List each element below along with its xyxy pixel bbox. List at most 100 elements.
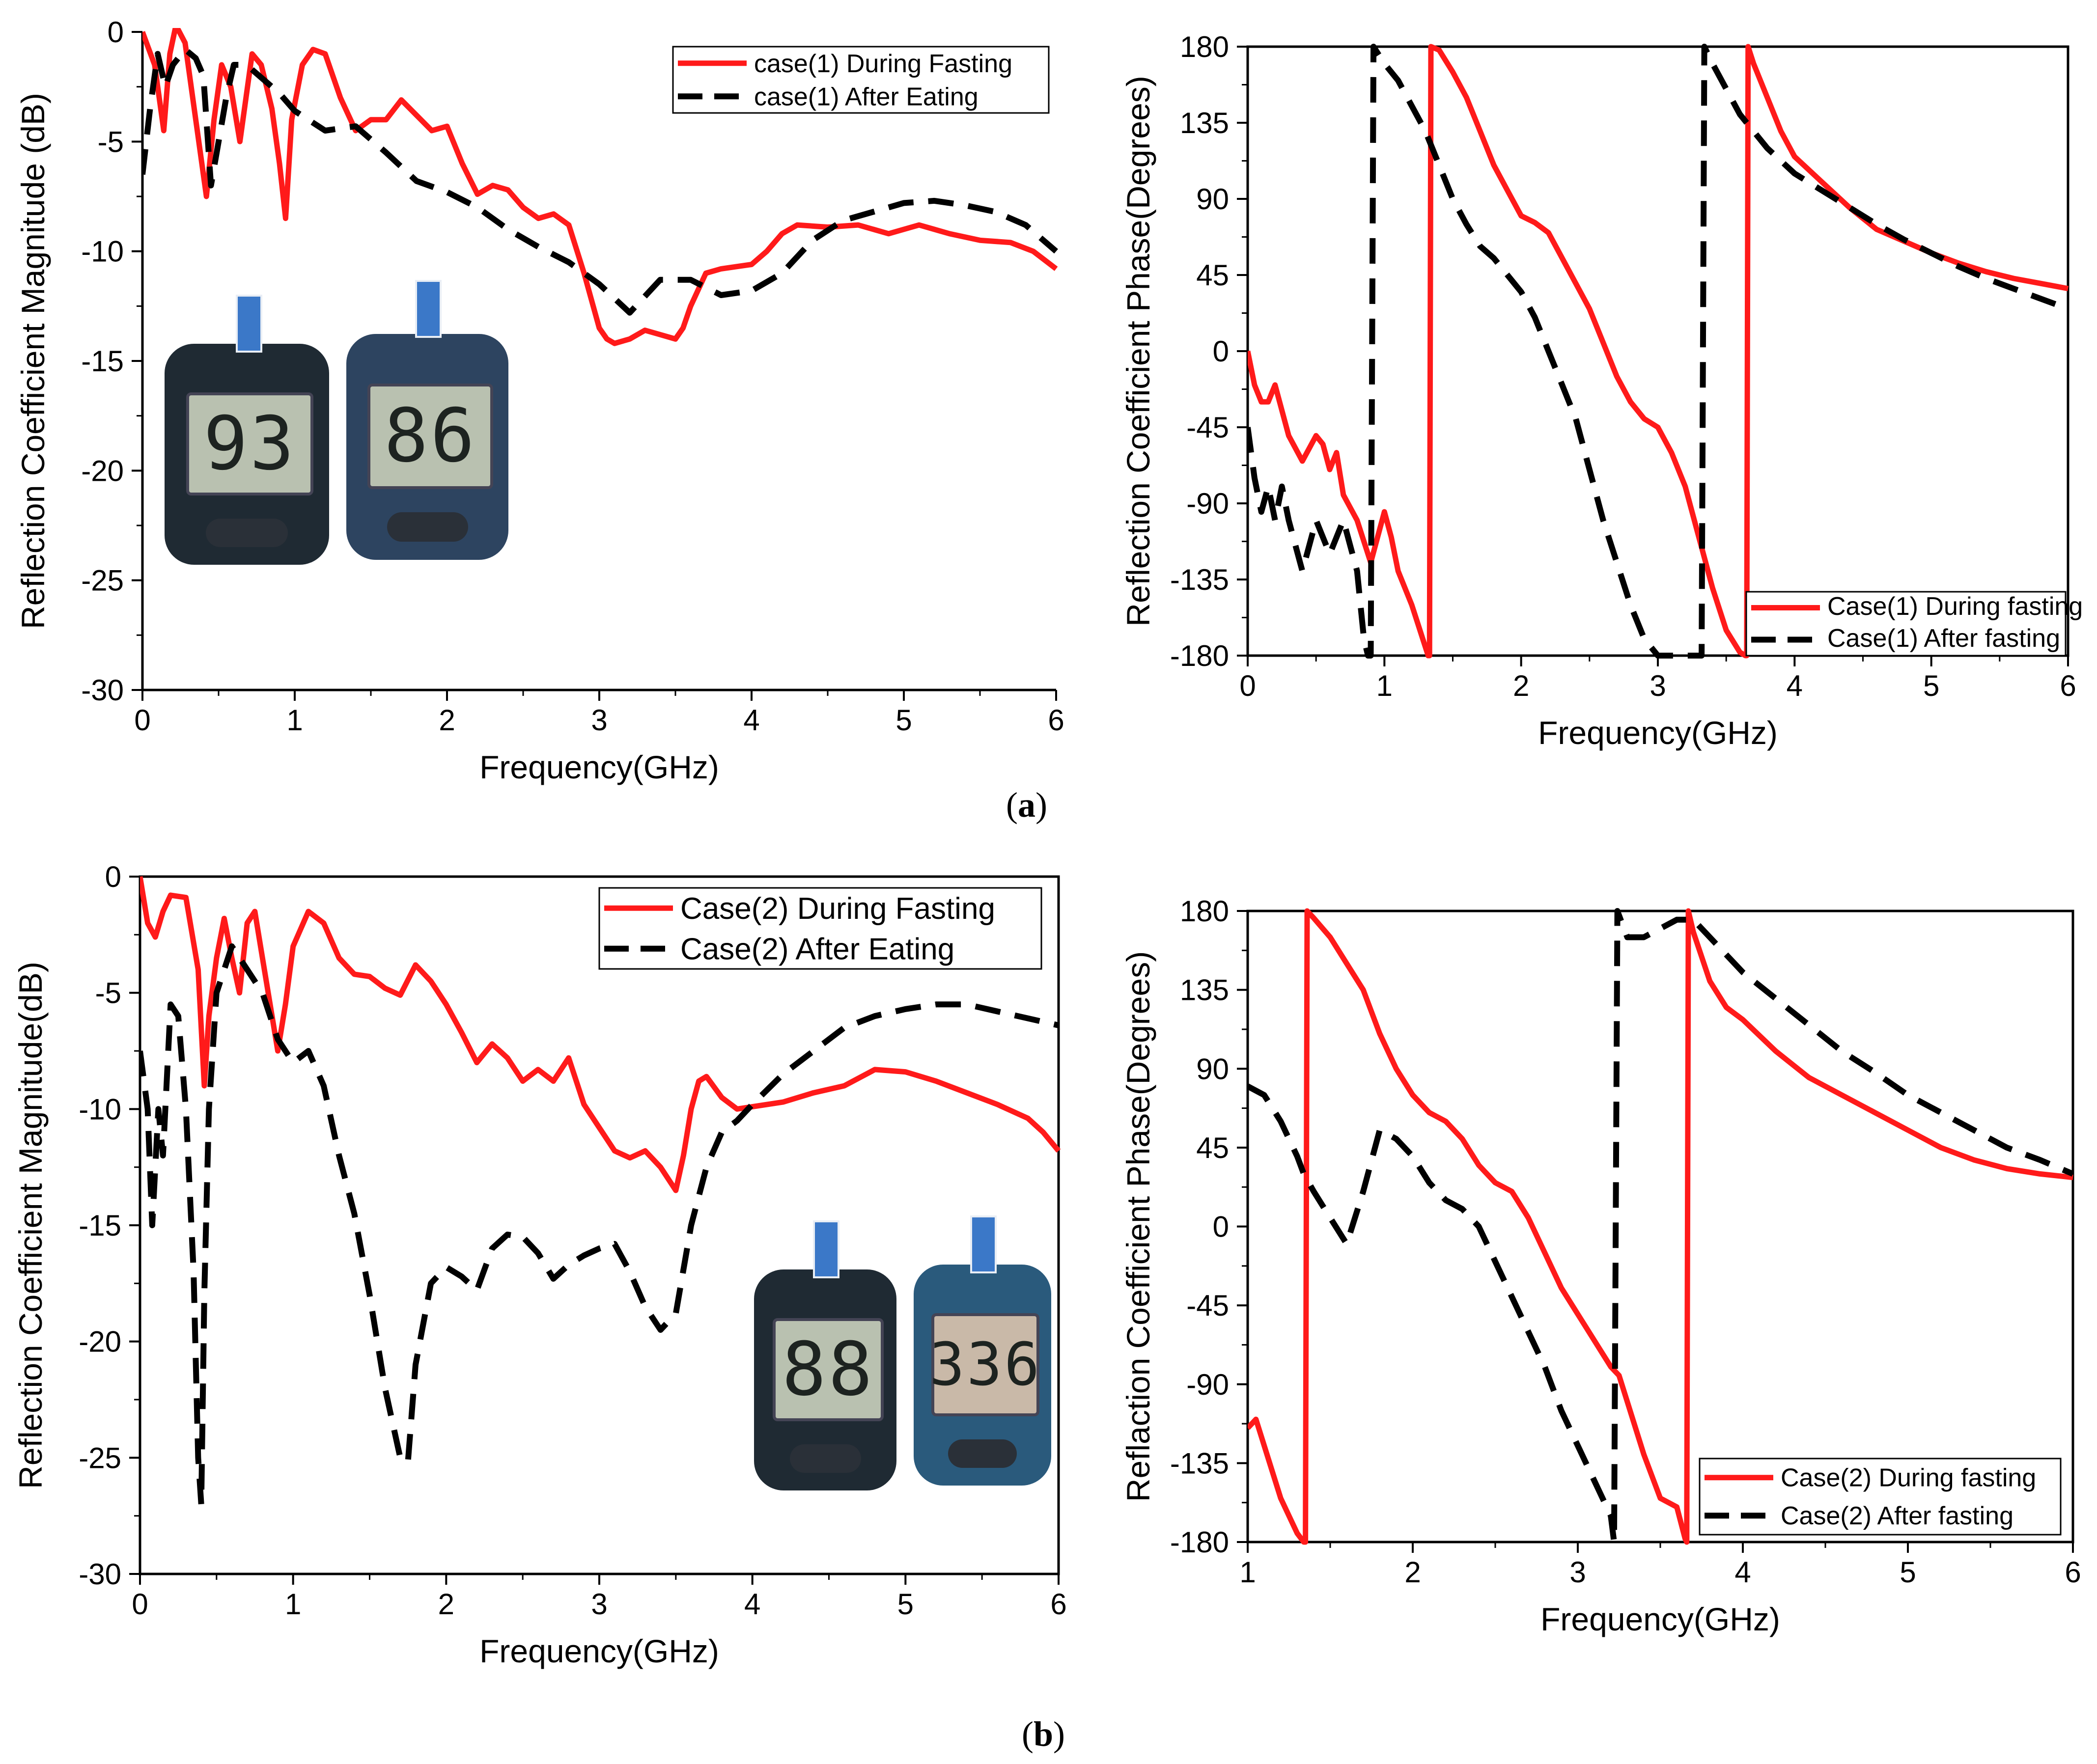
y-tick-label: -30	[79, 1558, 121, 1591]
y-axis-title: Reflection Coefficient Magnitude(dB)	[12, 962, 49, 1489]
y-tick-label: 90	[1196, 183, 1229, 216]
test-strip	[813, 1220, 839, 1278]
y-tick-label: -45	[1186, 411, 1229, 444]
y-tick-label: -25	[79, 1441, 121, 1474]
legend-label: Case(2) During fasting	[1781, 1463, 2036, 1492]
chart-a-mag: 0 1 2 3 4 5 6 0 -5 -10 -15 -20 -25 -30 Frequency(GHz) R…	[15, 16, 1064, 785]
legend-label: Case(1) After fasting	[1827, 624, 2060, 653]
series-line-2	[142, 46, 1058, 316]
x-tick-label: 4	[1787, 669, 1803, 702]
x-axis-title: Frequency(GHz)	[1538, 715, 1778, 751]
legend-label: Case(2) After fasting	[1781, 1502, 2013, 1530]
caption-a: (a)	[1006, 785, 1047, 825]
glucose-meter-a-right: 86	[346, 280, 508, 560]
x-tick-label: 5	[895, 704, 912, 737]
meter-buttons	[387, 512, 468, 542]
x-tick-label: 1	[1376, 669, 1393, 702]
legend-label: Case(1) During fasting	[1827, 592, 2083, 621]
legend-box	[672, 46, 1050, 114]
y-tick-label: -20	[79, 1325, 121, 1358]
legend-box	[1745, 591, 2067, 657]
x-axis-title: Frequency(GHz)	[479, 1633, 719, 1669]
y-tick-label: -90	[1186, 487, 1229, 520]
x-tick-label: 6	[1048, 704, 1064, 737]
x-axis-title: Frequency(GHz)	[1540, 1601, 1780, 1637]
chart-b-phase: 1 2 3 4 5 618013590450-45-90-135-180Frequency…	[1120, 895, 2081, 1637]
meter-reading: 93	[203, 401, 296, 487]
y-tick-label: -5	[98, 125, 124, 158]
x-tick-label: 2	[1513, 669, 1529, 702]
y-tick-label: -180	[1170, 1526, 1229, 1559]
meter-screen: 88	[772, 1318, 884, 1421]
x-tick-label: 3	[1569, 1556, 1586, 1589]
y-tick-label: 90	[1196, 1052, 1229, 1085]
series-line-2	[1248, 44, 2069, 659]
y-tick-label: 45	[1196, 1131, 1229, 1164]
x-tick-label: 0	[1239, 669, 1256, 702]
x-tick-label: 6	[2065, 1556, 2081, 1589]
series-line-1	[1248, 44, 2069, 659]
series-line-1	[1248, 908, 2073, 1545]
y-tick-label: -135	[1170, 563, 1229, 596]
x-tick-label: 4	[1734, 1556, 1751, 1589]
legend-label: Case(2) During Fasting	[680, 892, 995, 926]
chart-b-mag: 0 1 2 3 4 5 6 0 -5 -10 -15 -20 -25 -30 Frequency(GHz) R…	[12, 860, 1067, 1669]
y-tick-label: -20	[81, 454, 124, 487]
legend-box	[598, 887, 1042, 970]
test-strip	[236, 295, 262, 353]
caption-b: (b)	[1022, 1714, 1065, 1754]
x-tick-label: 5	[1900, 1556, 1916, 1589]
series-line-1	[140, 876, 1061, 1193]
x-tick-label: 1	[1239, 1556, 1256, 1589]
y-tick-label: 0	[1213, 1211, 1229, 1243]
y-axis-title: Reflaction Coefficient Phase(Degrees)	[1120, 951, 1156, 1502]
glucose-meter-b-left: 88	[754, 1220, 896, 1490]
test-strip	[970, 1215, 997, 1273]
x-tick-label: 1	[286, 704, 303, 737]
x-axis-title: Frequency(GHz)	[479, 749, 719, 785]
y-tick-label: 0	[108, 16, 124, 49]
x-tick-label: 1	[285, 1588, 301, 1621]
meter-reading: 86	[384, 393, 477, 479]
meter-reading: 336	[929, 1330, 1042, 1399]
y-tick-label: -25	[81, 564, 124, 597]
y-tick-label: -90	[1186, 1368, 1229, 1401]
x-tick-label: 3	[591, 1588, 607, 1621]
test-strip	[415, 280, 442, 338]
glucose-meter-a-left: 93	[165, 295, 329, 565]
meter-screen: 336	[929, 1313, 1042, 1416]
meter-reading: 88	[782, 1327, 875, 1412]
legend-box	[1699, 1458, 2062, 1536]
series-line-1	[142, 28, 1058, 346]
y-tick-label: 0	[105, 860, 121, 893]
x-tick-label: 3	[591, 704, 607, 737]
x-tick-label: 0	[132, 1588, 148, 1621]
legend-label: case(1) During Fasting	[754, 50, 1012, 78]
y-tick-label: -10	[79, 1093, 121, 1126]
meter-screen: 86	[367, 384, 494, 489]
x-tick-label: 2	[438, 1588, 454, 1621]
glucose-meter-b-right: 336	[914, 1215, 1051, 1486]
y-tick-label: -180	[1170, 639, 1229, 672]
y-axis-title: Reflection Coefficient Phase(Degrees)	[1120, 76, 1156, 626]
chart-a-phase: 0 1 2 3 4 5 618013590450-45-90-135-180Frequenc…	[1120, 30, 2083, 751]
meter-screen: 93	[186, 392, 314, 496]
y-tick-label: -15	[79, 1209, 121, 1242]
y-tick-label: 180	[1180, 30, 1229, 63]
x-tick-label: 2	[1404, 1556, 1421, 1589]
meter-buttons	[205, 518, 288, 547]
y-tick-label: -15	[81, 345, 124, 378]
x-tick-label: 6	[1050, 1588, 1066, 1621]
series-line-2	[140, 943, 1060, 1507]
series-line-2	[1248, 908, 2074, 1545]
y-tick-label: -10	[81, 235, 124, 268]
y-tick-label: 180	[1180, 895, 1229, 928]
legend-label: Case(2) After Eating	[680, 932, 954, 966]
x-tick-label: 6	[2060, 669, 2076, 702]
x-tick-label: 0	[134, 704, 150, 737]
y-tick-label: -45	[1186, 1289, 1229, 1322]
y-tick-label: 135	[1180, 974, 1229, 1007]
x-tick-label: 4	[743, 704, 759, 737]
